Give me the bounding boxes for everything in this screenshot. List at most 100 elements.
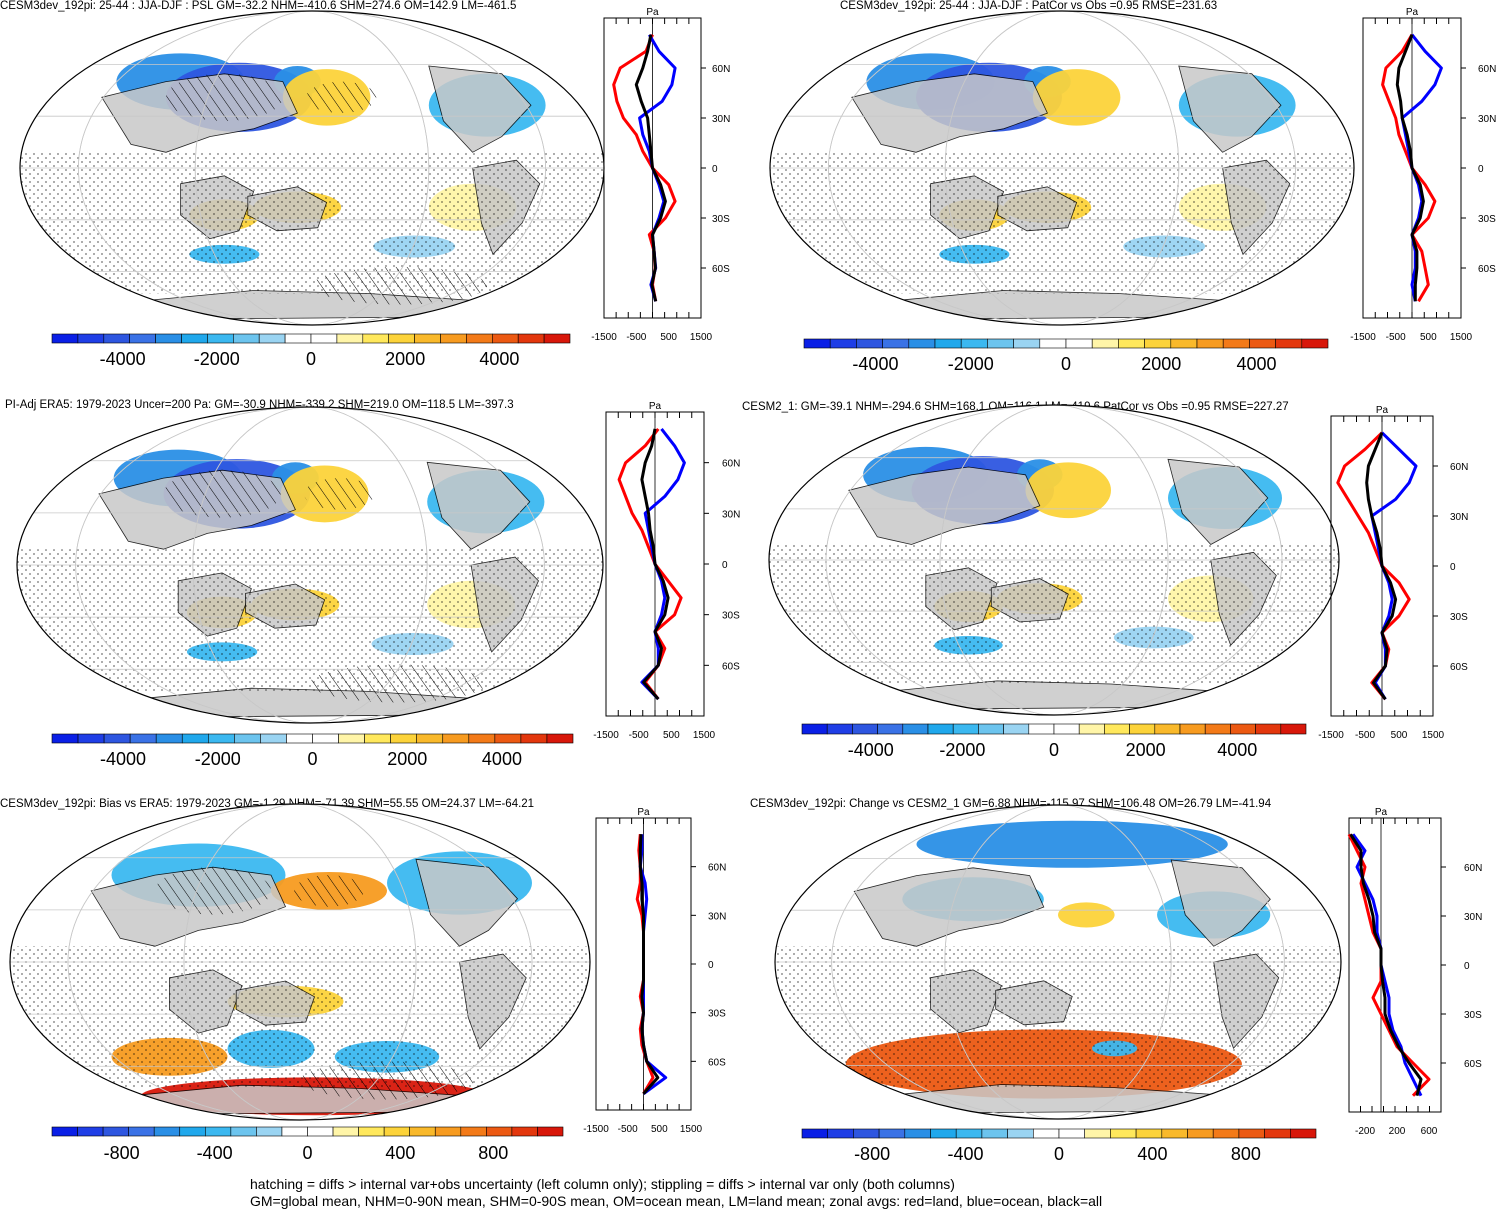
zonal-y-tick-label: 30N bbox=[722, 509, 740, 520]
map-border bbox=[16, 406, 604, 724]
colorbar-swatch bbox=[537, 1126, 564, 1137]
zonal-series-line bbox=[612, 34, 677, 302]
zonal-series-line bbox=[638, 33, 677, 302]
colorbar-tick-label: 0 bbox=[306, 349, 316, 369]
colorbar-tick-label: -4000 bbox=[100, 749, 146, 769]
colorbar-swatch bbox=[877, 723, 904, 735]
map-border bbox=[9, 803, 591, 1121]
colorbar-swatch bbox=[103, 733, 131, 744]
zonal-x-tick-label: 1500 bbox=[1422, 730, 1445, 741]
colorbar-swatch bbox=[930, 1128, 957, 1139]
colorbar-swatch bbox=[460, 1126, 487, 1137]
colorbar-swatch bbox=[902, 723, 929, 735]
zonal-x-tick-label: -1500 bbox=[593, 730, 619, 741]
hatching bbox=[300, 1061, 474, 1100]
colorbar-swatch bbox=[882, 338, 910, 349]
colorbar-swatch bbox=[181, 733, 209, 744]
panel-1: CESM3dev_192pi: 25-44 : JJA-DJF : PSL GM… bbox=[0, 0, 730, 369]
colorbar-swatch bbox=[207, 333, 234, 344]
panel-2: CESM3dev_192pi: 25-44 : JJA-DJF : PatCor… bbox=[769, 0, 1496, 374]
colorbar-swatch bbox=[1033, 1128, 1060, 1139]
stippling bbox=[775, 946, 1341, 1088]
zonal-y-tick-label: 0 bbox=[712, 164, 718, 175]
stippling bbox=[769, 544, 1339, 684]
colorbar-tick-label: 0 bbox=[1061, 354, 1071, 374]
panel-5-title: CESM3dev_192pi: Bias vs ERA5: 1979-2023 … bbox=[0, 798, 534, 810]
zonal-x-tick-label: -500 bbox=[1355, 730, 1375, 741]
zonal-x-tick-label: 1500 bbox=[690, 332, 713, 343]
zonal-x-tick-label: -500 bbox=[629, 730, 649, 741]
colorbar-swatch bbox=[468, 733, 496, 744]
colorbar-swatch bbox=[1118, 338, 1145, 349]
colorbar-tick-label: 2000 bbox=[385, 349, 425, 369]
colorbar-swatch bbox=[826, 723, 853, 735]
zonal-x-tick-label: -1500 bbox=[1350, 332, 1376, 343]
land-mass bbox=[1170, 859, 1271, 947]
map-content bbox=[10, 804, 590, 1120]
zonal-x-tick-label: 500 bbox=[1420, 332, 1437, 343]
zonal-y-tick-label: 0 bbox=[722, 560, 728, 571]
colorbar-tick-label: -400 bbox=[197, 1143, 233, 1163]
zonal-x-tick-label: 200 bbox=[1389, 1126, 1406, 1137]
panel-3-map bbox=[16, 406, 604, 724]
zonal-y-tick-label: 60N bbox=[722, 459, 740, 470]
zonal-x-tick-label: 500 bbox=[660, 332, 677, 343]
colorbar-tick-label: -4000 bbox=[848, 740, 894, 760]
longitude-line bbox=[828, 11, 1297, 325]
colorbar-swatch bbox=[1249, 338, 1276, 349]
panel-6-map bbox=[774, 804, 1342, 1120]
colorbar-swatch bbox=[960, 338, 988, 349]
zonal-series-line bbox=[1400, 33, 1443, 302]
panel-3: PI-Adj ERA5: 1979-2023 Uncer=200 Pa: GM=… bbox=[5, 399, 740, 769]
colorbar-swatch bbox=[336, 333, 364, 344]
zonal-series-line bbox=[1349, 833, 1423, 1097]
colorbar-swatch bbox=[414, 333, 441, 344]
zonal-unit: Pa bbox=[646, 7, 659, 18]
colorbar-swatch bbox=[803, 338, 831, 349]
colorbar-swatch bbox=[1222, 338, 1250, 349]
panel-1-colorbar: -4000 -2000 0 2000 4000 bbox=[51, 333, 571, 369]
longitude-line bbox=[67, 804, 533, 1120]
colorbar-tick-label: 0 bbox=[1054, 1144, 1064, 1164]
zonal-series-line bbox=[1370, 431, 1418, 701]
colorbar-swatch bbox=[934, 338, 962, 349]
colorbar-swatch bbox=[128, 1126, 155, 1137]
zonal-x-tick-label: -1500 bbox=[1318, 730, 1344, 741]
zonal-y-tick-label: 60S bbox=[712, 264, 730, 275]
zonal-x-tick-label: 1500 bbox=[693, 730, 716, 741]
zonal-unit: Pa bbox=[1406, 7, 1419, 18]
colorbar-tick-label: 4000 bbox=[479, 349, 519, 369]
colorbar-swatch bbox=[208, 733, 235, 744]
map-content bbox=[17, 407, 603, 723]
colorbar-swatch bbox=[102, 1126, 129, 1137]
colorbar-swatch bbox=[1154, 723, 1181, 735]
colorbar-swatch bbox=[256, 1126, 283, 1137]
hatching bbox=[312, 266, 488, 305]
colorbar-swatch bbox=[1028, 723, 1055, 735]
colorbar-swatch bbox=[1013, 338, 1041, 349]
colorbar-tick-label: 2000 bbox=[1126, 740, 1166, 760]
map-border bbox=[774, 804, 1342, 1120]
stippling bbox=[10, 946, 590, 1089]
hatching bbox=[163, 470, 281, 518]
map-content bbox=[770, 11, 1354, 325]
hatching bbox=[304, 478, 375, 510]
colorbar-swatch bbox=[364, 733, 391, 744]
colorbar-tick-label: -2000 bbox=[939, 740, 985, 760]
colorbar-swatch bbox=[179, 1126, 206, 1137]
zonal-y-tick-label: 30S bbox=[712, 214, 730, 225]
colorbar-swatch bbox=[546, 733, 574, 744]
colorbar-tick-label: 0 bbox=[302, 1143, 312, 1163]
colorbar-swatch bbox=[543, 333, 571, 344]
colorbar-tick-label: 4000 bbox=[1237, 354, 1277, 374]
colorbar-swatch bbox=[362, 333, 389, 344]
colorbar-swatch bbox=[230, 1126, 257, 1137]
colorbar-tick-label: 4000 bbox=[1217, 740, 1257, 760]
anomaly-blob bbox=[1058, 902, 1115, 928]
colorbar-swatch bbox=[1187, 1128, 1214, 1139]
zonal-series-line bbox=[638, 834, 660, 1095]
colorbar-swatch bbox=[1161, 1128, 1188, 1139]
colorbar-swatch bbox=[338, 733, 365, 744]
zonal-y-tick-label: 0 bbox=[1450, 562, 1456, 573]
colorbar-swatch bbox=[77, 1126, 104, 1137]
